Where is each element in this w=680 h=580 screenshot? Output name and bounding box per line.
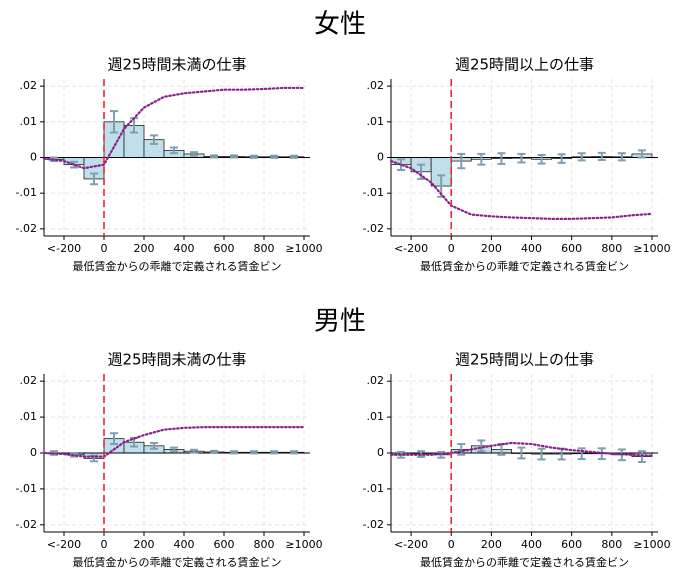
y-tick-label: .02: [20, 79, 38, 92]
x-axis-label: 最低賃金からの乖離で定義される賃金ビン: [73, 555, 282, 569]
x-axis-label: 最低賃金からの乖離で定義される賃金ビン: [420, 555, 629, 569]
section-heading: 男性: [314, 307, 366, 337]
x-tick-label: ≥1000: [633, 242, 670, 255]
x-tick-label: 0: [448, 538, 455, 551]
x-tick-label: 400: [174, 538, 195, 551]
x-tick-label: 800: [601, 242, 622, 255]
y-tick-label: .02: [367, 374, 385, 387]
y-tick-label: 0: [30, 446, 37, 459]
panel-title: 週25時間未満の仕事: [107, 351, 246, 369]
x-tick-label: 800: [254, 538, 275, 551]
section-heading: 女性: [314, 10, 366, 40]
x-axis-label: 最低賃金からの乖離で定義される賃金ビン: [73, 259, 282, 273]
panel-title: 週25時間未満の仕事: [107, 56, 246, 74]
x-tick-label: <-200: [47, 538, 81, 551]
x-tick-label: 0: [101, 242, 108, 255]
x-tick-label: 400: [521, 242, 542, 255]
y-tick-label: -.01: [363, 482, 384, 495]
panel-title: 週25時間以上の仕事: [455, 56, 594, 74]
y-tick-label: -.02: [363, 222, 384, 235]
x-tick-label: ≥1000: [285, 242, 322, 255]
x-tick-label: 200: [481, 242, 502, 255]
y-tick-label: -.02: [363, 518, 384, 531]
y-tick-label: -.01: [16, 482, 37, 495]
x-tick-label: 200: [481, 538, 502, 551]
y-tick-label: -.01: [363, 186, 384, 199]
y-tick-label: 0: [30, 151, 37, 164]
x-tick-label: 400: [174, 242, 195, 255]
x-tick-label: 600: [561, 538, 582, 551]
y-tick-label: .01: [20, 115, 38, 128]
x-tick-label: 800: [254, 242, 275, 255]
y-tick-label: .01: [367, 410, 385, 423]
y-tick-label: 0: [377, 446, 384, 459]
x-tick-label: 200: [134, 242, 155, 255]
x-tick-label: <-200: [394, 538, 428, 551]
x-axis-label: 最低賃金からの乖離で定義される賃金ビン: [420, 259, 629, 273]
y-tick-label: -.02: [16, 222, 37, 235]
cumulative-line: [389, 159, 654, 220]
y-tick-label: -.01: [16, 186, 37, 199]
cumulative-line: [42, 426, 306, 458]
x-tick-label: 400: [521, 538, 542, 551]
x-tick-label: 0: [101, 538, 108, 551]
y-tick-label: 0: [377, 151, 384, 164]
x-tick-label: ≥1000: [285, 538, 322, 551]
x-tick-label: 600: [561, 242, 582, 255]
x-tick-label: 800: [601, 538, 622, 551]
x-tick-label: 0: [448, 242, 455, 255]
panel-title: 週25時間以上の仕事: [455, 351, 594, 369]
x-tick-label: <-200: [394, 242, 428, 255]
y-tick-label: .02: [20, 374, 38, 387]
x-tick-label: <-200: [47, 242, 81, 255]
x-tick-label: 600: [214, 242, 235, 255]
x-tick-label: 200: [134, 538, 155, 551]
cumulative-line: [389, 441, 654, 457]
y-tick-label: -.02: [16, 518, 37, 531]
y-tick-label: .01: [20, 410, 38, 423]
y-tick-label: .01: [367, 115, 385, 128]
y-tick-label: .02: [367, 79, 385, 92]
x-tick-label: 600: [214, 538, 235, 551]
cumulative-line: [42, 86, 306, 170]
x-tick-label: ≥1000: [633, 538, 670, 551]
